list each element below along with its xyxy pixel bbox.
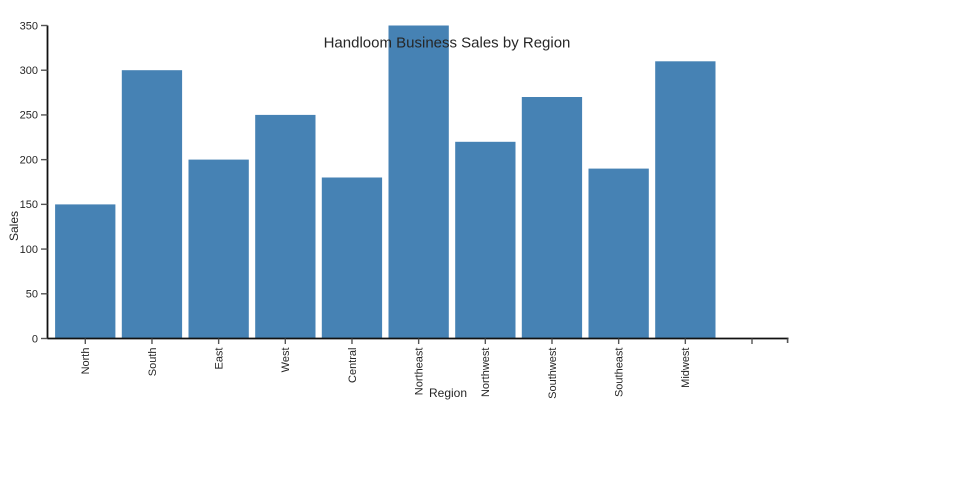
x-tick-label-north: North — [80, 348, 92, 375]
bar-northeast — [388, 25, 449, 339]
x-tick-labels: North South East West Central Northeast Northw… — [80, 338, 789, 399]
y-tick-label-0: 0 — [32, 333, 38, 345]
bars — [55, 25, 716, 339]
x-tick-label-midwest: Midwest — [680, 348, 692, 388]
bar-central — [321, 177, 383, 339]
y-tick-label-300: 300 — [20, 65, 38, 77]
bar-midwest — [655, 61, 716, 339]
x-tick-label-northeast: Northeast — [413, 348, 425, 396]
x-tick-label-south: South — [147, 348, 159, 377]
chart-title: Handloom Business Sales by Region — [323, 34, 571, 52]
bar-northwest — [455, 141, 516, 339]
y-tick-label-250: 250 — [20, 110, 38, 122]
y-tick-label-100: 100 — [20, 244, 38, 256]
x-tick-label-southwest: Southwest — [547, 348, 559, 399]
bar-south — [121, 70, 183, 339]
y-axis-label: Sales — [7, 210, 21, 242]
bar-east — [188, 159, 249, 339]
bar-southwest — [521, 97, 583, 339]
y-tick-label-200: 200 — [20, 154, 38, 166]
y-tick-labels: 0 50 100 150 200 250 300 350 — [20, 20, 48, 345]
bar-north — [55, 204, 116, 339]
x-tick-label-west: West — [280, 348, 292, 373]
x-tick-label-east: East — [213, 348, 225, 370]
bar-west — [255, 114, 316, 339]
x-tick-label-central: Central — [347, 348, 359, 383]
x-tick-label-southeast: Southeast — [613, 348, 625, 398]
bar-southeast — [588, 168, 649, 339]
y-tick-label-350: 350 — [20, 20, 38, 32]
y-tick-label-150: 150 — [20, 199, 38, 211]
x-tick-label-northwest: Northwest — [480, 348, 492, 398]
x-axis-label: Region — [428, 386, 468, 400]
y-tick-label-50: 50 — [26, 289, 38, 301]
